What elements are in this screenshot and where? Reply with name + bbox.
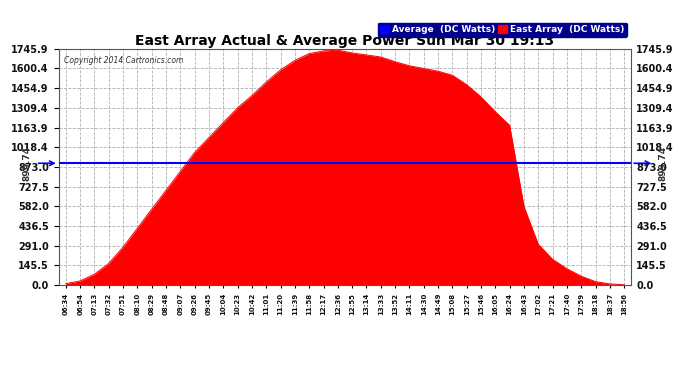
Text: Copyright 2014 Cartronics.com: Copyright 2014 Cartronics.com [64, 56, 184, 65]
Title: East Array Actual & Average Power Sun Mar 30 19:13: East Array Actual & Average Power Sun Ma… [135, 34, 555, 48]
Text: 899.74: 899.74 [658, 146, 667, 181]
Text: 899.74: 899.74 [23, 146, 32, 181]
Legend: Average  (DC Watts), East Array  (DC Watts): Average (DC Watts), East Array (DC Watts… [377, 22, 627, 37]
